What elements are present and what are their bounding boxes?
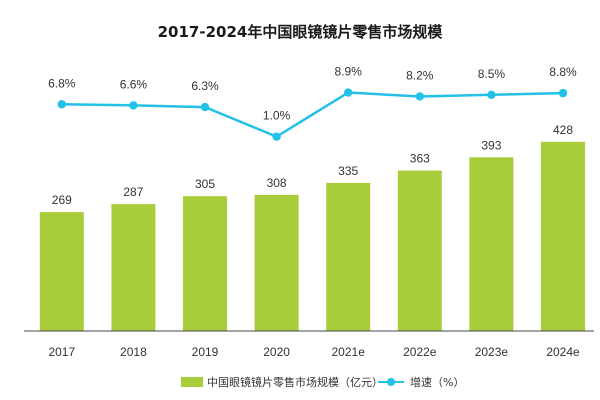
bar-2017 <box>39 212 84 331</box>
growth-label-2023e: 8.5% <box>478 67 506 81</box>
x-tick-2020: 2020 <box>263 345 290 359</box>
bar-value-label-2019: 305 <box>195 177 215 191</box>
growth-label-2022e: 8.2% <box>406 68 434 82</box>
bar-2024e <box>541 141 585 331</box>
x-tick-2022e: 2022e <box>403 345 437 359</box>
legend-swatch-bar <box>181 377 203 387</box>
x-tick-2019: 2019 <box>192 345 219 359</box>
growth-label-2024e: 8.8% <box>549 65 577 79</box>
growth-point-2019 <box>200 102 210 112</box>
x-axis-tick-labels: 2017 2018 2019 2020 2021e 2022e 2023e 2024e <box>48 345 580 359</box>
growth-label-2021e: 8.9% <box>335 65 363 79</box>
legend-label-bar: 中国眼镜镜片零售市场规模（亿元） <box>207 375 383 389</box>
bar-2021e <box>326 182 371 331</box>
x-tick-2017: 2017 <box>48 345 75 359</box>
bar-value-label-2024e: 428 <box>553 123 573 137</box>
growth-point-2024e <box>558 88 568 98</box>
growth-point-2020 <box>272 132 281 141</box>
bar-2023e <box>469 157 514 331</box>
bar-series <box>39 141 585 331</box>
bar-value-label-2020: 308 <box>267 176 287 190</box>
legend-swatch-marker <box>387 378 395 386</box>
growth-rate-line <box>61 91 564 139</box>
chart-title: 2017-2024年中国眼镜镜片零售市场规模 <box>158 23 444 41</box>
bar-value-label-2018: 287 <box>123 185 143 199</box>
growth-rate-series <box>57 88 568 141</box>
bar-2018 <box>111 204 156 331</box>
x-tick-2021e: 2021e <box>332 345 366 359</box>
growth-label-2017: 6.8% <box>48 76 76 90</box>
x-tick-2018: 2018 <box>120 345 147 359</box>
x-tick-2023e: 2023e <box>475 345 509 359</box>
growth-rate-labels: 6.8% 6.6% 6.3% 1.0% 8.9% 8.2% 8.5% 8.8% <box>48 65 577 123</box>
growth-label-2018: 6.6% <box>120 77 148 91</box>
bar-value-labels: 269 287 305 308 335 363 393 428 <box>52 123 574 207</box>
legend-label-line: 增速（%） <box>410 375 464 389</box>
x-tick-2024e: 2024e <box>546 345 580 359</box>
growth-point-2022e <box>415 92 424 101</box>
bar-value-label-2017: 269 <box>52 193 72 207</box>
bar-2020 <box>254 194 299 331</box>
growth-point-2021e <box>344 88 353 97</box>
bar-value-label-2023e: 393 <box>481 138 501 152</box>
legend: 中国眼镜镜片零售市场规模（亿元） 增速（%） <box>181 375 464 389</box>
growth-label-2019: 6.3% <box>191 79 219 93</box>
bar-2019 <box>183 196 227 331</box>
growth-point-2023e <box>487 90 496 99</box>
growth-label-2020: 1.0% <box>263 109 291 123</box>
growth-point-2017 <box>57 100 66 109</box>
bar-value-label-2022e: 363 <box>410 152 430 166</box>
bar-value-label-2021e: 335 <box>338 164 358 178</box>
bar-2022e <box>397 170 442 331</box>
growth-point-2018 <box>129 101 138 110</box>
